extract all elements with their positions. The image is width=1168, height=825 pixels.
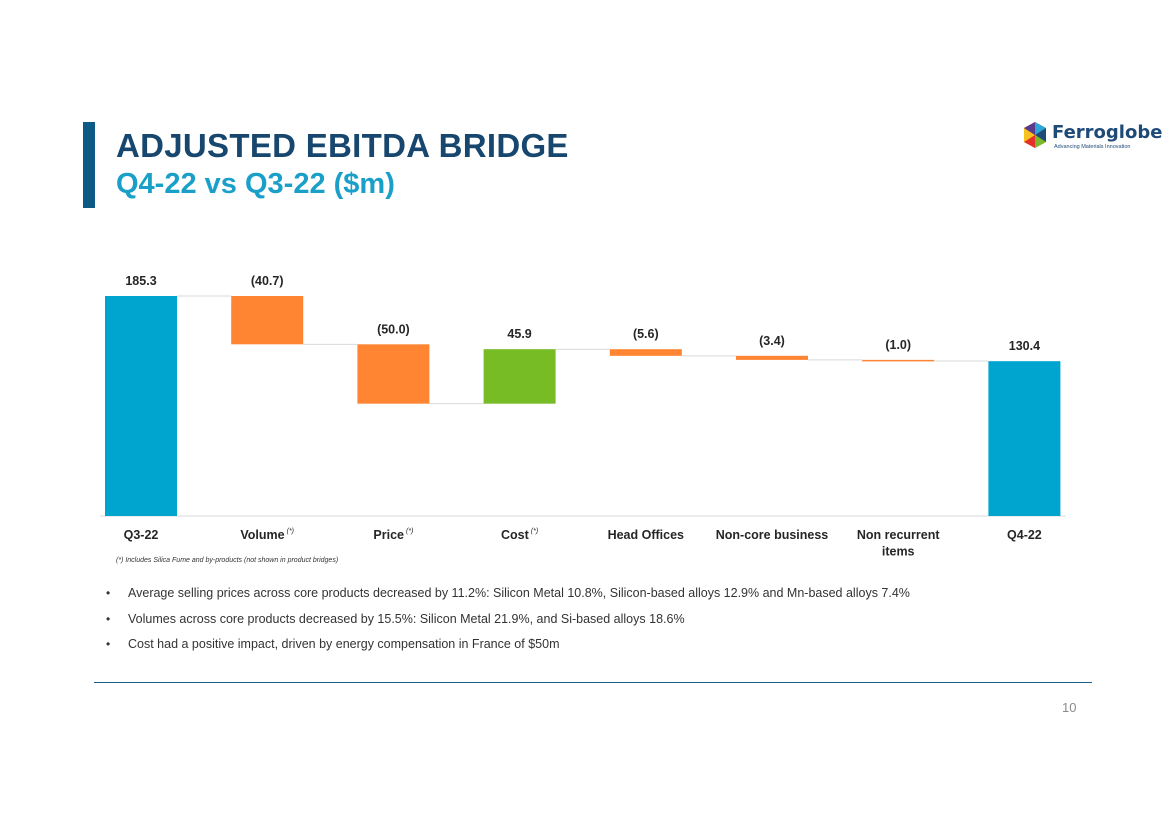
bullet-item: Volumes across core products decreased b… <box>104 610 910 636</box>
waterfall-bar <box>483 349 556 404</box>
data-label: (50.0) <box>377 322 410 336</box>
footer-divider <box>94 682 1092 683</box>
data-label: (1.0) <box>885 338 911 352</box>
waterfall-bar <box>357 344 430 404</box>
data-label: 45.9 <box>507 327 531 341</box>
bullet-item: Cost had a positive impact, driven by en… <box>104 635 910 661</box>
bullet-item: Average selling prices across core produ… <box>104 584 910 610</box>
title-accent-bar <box>83 122 95 208</box>
globe-icon <box>1024 122 1046 148</box>
waterfall-bar <box>105 296 177 516</box>
category-label: Head Offices <box>608 528 684 542</box>
data-label: (40.7) <box>251 274 284 288</box>
data-label: (5.6) <box>633 327 659 341</box>
category-label: Non recurrent <box>857 528 940 542</box>
category-label: Price (*) <box>373 528 413 542</box>
page-title: ADJUSTED EBITDA BRIDGE <box>116 127 569 164</box>
logo-tagline: Advancing Materials Innovation <box>1054 144 1131 150</box>
chart-footnote: (*) Includes Silica Fume and by-products… <box>116 557 339 564</box>
category-label: items <box>882 545 915 559</box>
waterfall-bar <box>988 361 1061 516</box>
waterfall-bar <box>862 359 935 362</box>
waterfall-bar <box>231 296 304 345</box>
page-number: 10 <box>1062 700 1077 715</box>
data-label: 185.3 <box>125 274 156 288</box>
category-label: Q3-22 <box>124 528 159 542</box>
category-label: Q4-22 <box>1007 528 1042 542</box>
category-label: Non-core business <box>716 528 829 542</box>
company-logo: Ferroglobe Advancing Materials Innovatio… <box>1020 120 1162 154</box>
category-label: Cost (*) <box>501 528 538 542</box>
data-label: 130.4 <box>1009 339 1040 353</box>
commentary-list: Average selling prices across core produ… <box>104 584 910 661</box>
waterfall-bar <box>736 355 808 360</box>
logo-name: Ferroglobe <box>1052 122 1163 143</box>
ebitda-waterfall-chart: 185.3 Q3-22 (40.7) Volume (*) (50.0) Price (*) 4… <box>100 274 1066 559</box>
waterfall-bar <box>609 349 682 356</box>
data-label: (3.4) <box>759 334 785 348</box>
page-subtitle: Q4-22 vs Q3-22 ($m) <box>116 168 395 200</box>
category-label: Volume (*) <box>240 528 294 542</box>
